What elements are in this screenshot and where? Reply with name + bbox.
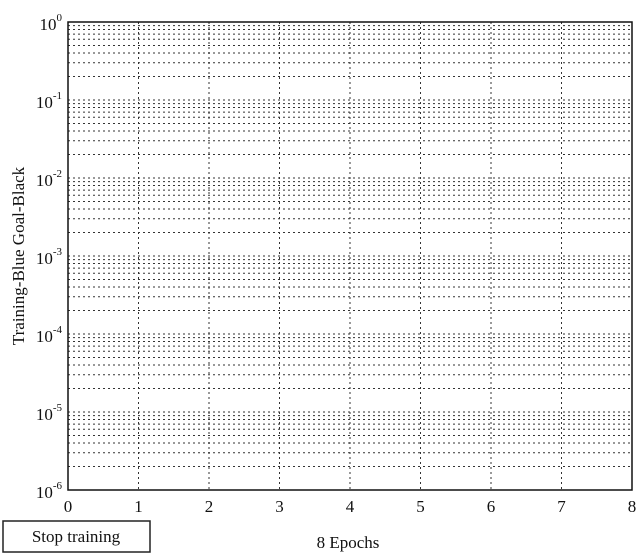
y-tick-label: 10-6	[36, 480, 63, 502]
y-tick-label: 10-2	[36, 168, 62, 190]
button-label[interactable]: Stop training	[32, 527, 121, 546]
x-tick-label: 7	[557, 497, 566, 516]
y-tick-label: 10-5	[36, 402, 63, 424]
x-tick-label: 4	[346, 497, 355, 516]
y-tick-label: 10-4	[36, 324, 63, 346]
y-tick-label: 10-3	[36, 246, 63, 268]
y-axis-label: Training-Blue Goal-Black	[9, 166, 28, 345]
x-tick-label: 1	[134, 497, 143, 516]
y-tick-label: 10-1	[36, 90, 62, 112]
button-frame[interactable]	[2, 520, 151, 553]
x-tick-label: 8	[628, 497, 637, 516]
x-tick-label: 5	[416, 497, 425, 516]
x-axis-label: 8 Epochs	[317, 533, 380, 552]
x-tick-label: 6	[487, 497, 496, 516]
x-tick-label: 2	[205, 497, 214, 516]
y-tick-label: 100	[40, 12, 63, 34]
plot-frame	[67, 21, 633, 491]
x-tick-label: 0	[64, 497, 73, 516]
stop-button[interactable]: Stop training	[2, 520, 151, 553]
x-tick-label: 3	[275, 497, 284, 516]
